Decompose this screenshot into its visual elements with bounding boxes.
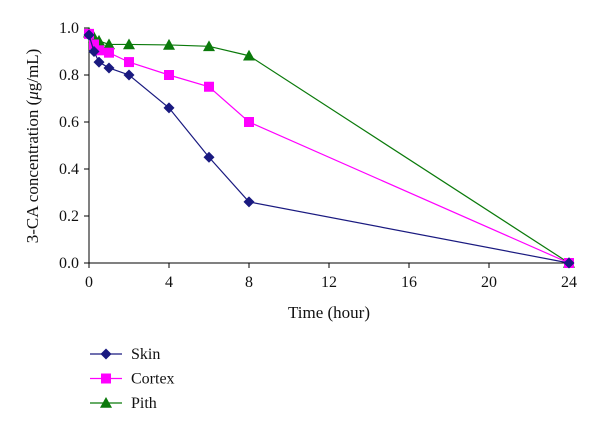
series-cortex [84,28,574,268]
legend-item-pith: Pith [90,395,157,412]
legend: Skin Cortex Pith [90,346,175,412]
data-point-cortex [124,57,134,68]
y-tick-label: 0.8 [59,67,79,84]
series-line-cortex [88,33,570,264]
data-point-pith [123,38,135,50]
series-skin [83,29,575,269]
series-layer [83,26,575,269]
data-point-cortex [104,47,114,58]
data-point-cortex [204,81,214,92]
y-axis-title-mu: μ [23,91,42,101]
series-line-pith [88,32,570,264]
legend-marker-cortex [101,373,111,384]
axes [88,28,569,264]
data-point-skin [93,56,105,68]
series-pith [83,26,575,268]
data-point-cortex [164,70,174,80]
data-point-pith [103,38,115,50]
data-point-cortex [89,39,99,50]
y-tick-label: 0.6 [59,114,79,131]
x-tick-label: 20 [481,274,497,291]
data-point-cortex [94,45,104,56]
y-tick-label: 0.2 [59,208,79,225]
x-tick-label: 16 [401,274,417,291]
data-point-cortex [244,117,254,127]
data-point-skin [203,151,215,163]
x-tick-label: 24 [561,274,577,291]
y-axis-title: 3-CA concentration (μg/mL) [23,49,42,244]
ticks: 0 4 8 12 16 20 24 0.0 0.2 0.4 0.6 0.8 1.0 [59,20,577,291]
series-line-skin [88,34,570,264]
y-tick-label: 1.0 [59,20,79,37]
data-point-pith [243,49,255,61]
data-point-pith [163,38,175,50]
data-point-skin [88,46,100,57]
x-tick-label: 12 [321,274,337,291]
legend-item-skin: Skin [90,346,160,363]
legend-item-cortex: Cortex [90,371,175,388]
data-point-skin [163,102,175,114]
data-point-skin [83,29,95,41]
data-point-skin [103,62,115,74]
y-tick-label: 0.4 [59,161,79,178]
data-point-skin [243,196,255,208]
x-tick-label: 0 [85,274,93,291]
y-axis-title-part-1: 3-CA concentration ( [23,99,42,243]
legend-marker-skin [100,348,112,360]
data-point-pith [203,40,215,52]
data-point-skin [123,69,135,81]
legend-label-pith: Pith [131,395,157,412]
x-tick-label: 4 [165,274,173,291]
legend-label-cortex: Cortex [131,371,175,388]
legend-label-skin: Skin [131,346,160,363]
y-axis-title-part-2: g/mL) [23,49,42,92]
x-axis-title: Time (hour) [288,303,370,322]
x-tick-label: 8 [245,274,253,291]
data-point-skin [563,257,575,269]
legend-marker-pith [100,397,112,408]
y-tick-label: 0.0 [59,255,79,272]
